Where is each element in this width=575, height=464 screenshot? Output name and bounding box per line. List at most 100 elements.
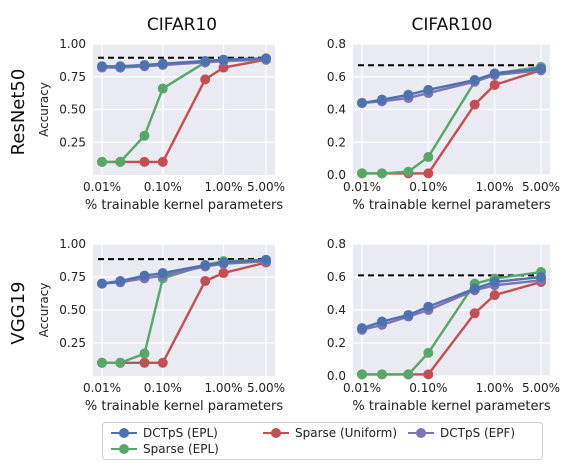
row-title-resnet50: ResNet50 <box>8 69 29 156</box>
data-point-dctps-epl <box>200 260 211 271</box>
data-point-sparse-epl <box>376 168 387 179</box>
y-tick-label: 0.6 <box>327 270 346 284</box>
y-tick-label: 1.00 <box>59 237 86 251</box>
col-title-cifar10: CIFAR10 <box>147 15 217 35</box>
x-tick-label: 0.01% <box>83 180 121 194</box>
legend-marker-dctps-epf <box>408 427 434 439</box>
x-tick-label: 5.00% <box>247 180 285 194</box>
y-tick-label: 0.75 <box>59 270 86 284</box>
data-point-sparse-epl <box>115 156 126 167</box>
row-title-vgg19: VGG19 <box>8 281 29 344</box>
data-point-sparse-uniform <box>489 290 500 301</box>
data-point-dctps-epl <box>403 309 414 320</box>
col-title-cifar100: CIFAR100 <box>412 15 493 35</box>
data-point-dctps-epl <box>97 278 107 289</box>
data-point-sparse-uniform <box>157 357 168 368</box>
data-point-dctps-epl <box>139 270 150 281</box>
data-point-sparse-uniform <box>139 357 150 368</box>
legend: DCTpS (EPL) Sparse (Uniform) DCTpS (EPF)… <box>102 422 543 460</box>
data-point-dctps-epl <box>536 272 546 282</box>
legend-label-dctps-epl: DCTpS (EPL) <box>143 426 218 440</box>
y-tick-label: 1.00 <box>59 37 86 51</box>
legend-label-sparse-epl: Sparse (EPL) <box>143 442 219 456</box>
legend-marker-sparse-uniform <box>263 427 289 439</box>
legend-marker-dctps-epl <box>111 427 137 439</box>
y-axis-label: Accuracy <box>37 82 51 137</box>
y-tick-label: 0.0 <box>327 369 346 383</box>
y-tick-label: 0.2 <box>327 135 346 149</box>
data-point-dctps-epl <box>469 283 480 294</box>
y-tick-label: 0.75 <box>59 70 86 84</box>
data-point-dctps-epl <box>115 61 126 72</box>
y-tick-label: 0.50 <box>59 303 86 317</box>
x-axis-label: % trainable kernel parameters <box>85 198 283 213</box>
data-point-dctps-epl <box>357 97 367 108</box>
data-point-dctps-epl <box>489 276 500 287</box>
y-tick-label: 0.25 <box>59 336 86 350</box>
data-point-sparse-uniform <box>200 74 211 85</box>
data-point-sparse-uniform <box>423 168 434 179</box>
data-point-dctps-epl <box>157 58 168 69</box>
data-point-sparse-uniform <box>423 369 434 380</box>
x-axis-label: % trainable kernel parameters <box>352 198 550 213</box>
data-point-sparse-epl <box>376 369 387 380</box>
data-point-dctps-epl <box>489 68 500 79</box>
data-point-dctps-epl <box>261 53 271 64</box>
x-tick-label: 5.00% <box>247 381 285 395</box>
data-point-dctps-epl <box>139 59 150 70</box>
data-point-sparse-epl <box>115 357 126 368</box>
data-point-sparse-epl <box>97 357 107 368</box>
y-tick-label: 0.6 <box>327 70 346 84</box>
x-tick-label: 0.10% <box>409 180 447 194</box>
x-tick-label: 0.10% <box>144 180 182 194</box>
x-axis-label: % trainable kernel parameters <box>85 399 283 414</box>
data-point-dctps-epl <box>423 84 434 95</box>
x-tick-label: 1.00% <box>476 381 514 395</box>
data-point-dctps-epl <box>157 268 168 279</box>
data-point-sparse-epl <box>423 151 434 162</box>
y-tick-label: 0.8 <box>327 37 346 51</box>
data-point-sparse-uniform <box>469 308 480 319</box>
y-tick-label: 0.4 <box>327 303 346 317</box>
data-point-dctps-epl <box>469 75 480 86</box>
data-point-dctps-epl <box>403 89 414 100</box>
y-tick-label: 0.8 <box>327 237 346 251</box>
y-tick-label: 0.0 <box>327 168 346 182</box>
data-point-dctps-epl <box>200 56 211 67</box>
data-point-sparse-uniform <box>139 156 150 167</box>
data-point-dctps-epl <box>376 316 387 327</box>
data-point-sparse-epl <box>139 130 150 141</box>
data-point-sparse-epl <box>97 156 107 167</box>
legend-item-sparse-epl: Sparse (EPL) <box>111 442 219 456</box>
data-point-sparse-uniform <box>489 79 500 90</box>
x-tick-label: 1.00% <box>204 381 242 395</box>
legend-marker-sparse-epl <box>111 443 137 455</box>
data-point-sparse-epl <box>403 369 414 380</box>
y-axis-label: Accuracy <box>37 283 51 338</box>
x-tick-label: 0.10% <box>144 381 182 395</box>
legend-label-sparse-uniform: Sparse (Uniform) <box>295 426 398 440</box>
data-point-dctps-epl <box>261 254 271 265</box>
x-tick-label: 0.01% <box>83 381 121 395</box>
data-point-sparse-uniform <box>469 99 480 110</box>
data-point-sparse-epl <box>139 348 150 359</box>
legend-item-sparse-uniform: Sparse (Uniform) <box>263 426 397 440</box>
data-point-sparse-epl <box>157 83 168 94</box>
data-point-sparse-uniform <box>157 156 168 167</box>
data-point-sparse-epl <box>403 166 414 177</box>
chart-panel-0: 0.25 0.50 0.75 1.00 0.01% 0.10% 1.00% 5.00% % tr… <box>37 37 285 213</box>
data-point-dctps-epl <box>376 94 387 105</box>
legend-item-dctps-epl: DCTpS (EPL) <box>111 426 218 440</box>
data-point-sparse-epl <box>423 347 434 358</box>
data-point-sparse-epl <box>357 168 367 179</box>
data-point-sparse-epl <box>357 369 367 380</box>
data-point-dctps-epl <box>115 275 126 286</box>
x-tick-label: 0.01% <box>343 381 381 395</box>
data-point-dctps-epl <box>218 54 229 65</box>
data-point-dctps-epl <box>423 301 434 312</box>
data-point-dctps-epl <box>357 323 367 334</box>
chart-panel-2: 0.25 0.50 0.75 1.00 0.01% 0.10% 1.00% 5.00% % tr… <box>37 237 285 414</box>
data-point-sparse-uniform <box>200 275 211 286</box>
legend-label-dctps-epf: DCTpS (EPF) <box>440 426 516 440</box>
